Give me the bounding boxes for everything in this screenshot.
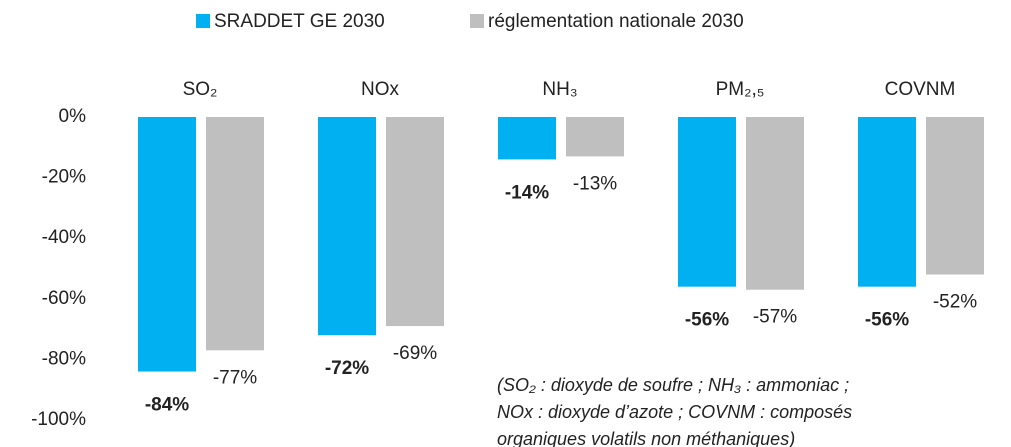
data-label: -69% bbox=[393, 343, 437, 364]
bar bbox=[926, 117, 984, 275]
bar bbox=[386, 117, 444, 327]
y-tick-label: -80% bbox=[42, 348, 86, 369]
category-label: NOx bbox=[361, 79, 400, 100]
legend-swatch bbox=[470, 14, 484, 28]
bar bbox=[746, 117, 804, 290]
data-label: -52% bbox=[933, 292, 977, 313]
category-label: NH₃ bbox=[542, 79, 577, 100]
y-tick-label: 0% bbox=[59, 106, 87, 127]
data-label: -56% bbox=[685, 310, 729, 331]
annotation: (SO₂ : dioxyde de soufre ; NH₃ : ammonia… bbox=[497, 375, 849, 395]
annotation: organiques volatils non méthaniques) bbox=[497, 429, 795, 447]
y-tick-label: -100% bbox=[31, 409, 86, 430]
data-label: -57% bbox=[753, 307, 797, 328]
legend-swatch bbox=[196, 14, 210, 28]
legend-label: SRADDET GE 2030 bbox=[214, 11, 385, 32]
y-tick-label: -20% bbox=[42, 167, 86, 188]
y-tick-label: -40% bbox=[42, 227, 86, 248]
legend-label: réglementation nationale 2030 bbox=[488, 11, 744, 32]
bar bbox=[318, 117, 376, 336]
data-label: -77% bbox=[213, 367, 257, 388]
bar bbox=[678, 117, 736, 287]
bar bbox=[206, 117, 264, 351]
data-label: -84% bbox=[145, 395, 189, 416]
data-label: -56% bbox=[865, 310, 909, 331]
category-label: COVNM bbox=[885, 79, 956, 100]
bar bbox=[138, 117, 196, 372]
bar bbox=[858, 117, 916, 287]
category-label: PM₂,₅ bbox=[716, 79, 765, 100]
data-label: -72% bbox=[325, 358, 369, 379]
annotation: NOx : dioxyde d’azote ; COVNM : composés bbox=[497, 402, 852, 422]
y-tick-label: -60% bbox=[42, 288, 86, 309]
bar bbox=[566, 117, 624, 157]
data-label: -13% bbox=[573, 173, 617, 194]
bar bbox=[498, 117, 556, 160]
data-label: -14% bbox=[505, 182, 549, 203]
category-label: SO₂ bbox=[183, 79, 218, 100]
